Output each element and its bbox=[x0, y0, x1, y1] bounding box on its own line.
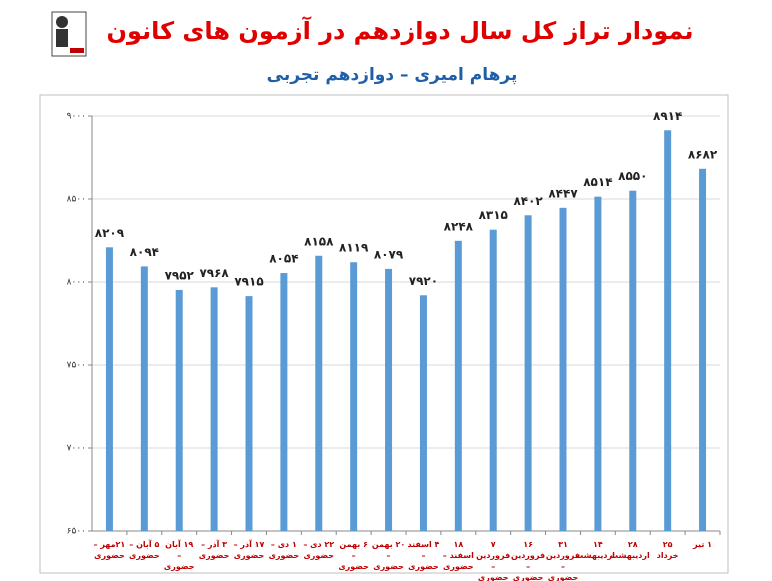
data-label: ۸۲۴۸ bbox=[444, 219, 474, 233]
x-tick-label: ۲۸ اردیبهشت bbox=[610, 540, 650, 560]
data-label: ۸۰۷۹ bbox=[374, 247, 404, 261]
data-label: ۸۶۸۲ bbox=[688, 147, 718, 161]
data-label: ۸۲۰۹ bbox=[95, 226, 125, 240]
data-label: ۸۳۱۵ bbox=[479, 208, 508, 222]
x-tick-label: ۲۰ بهمن – حضوری bbox=[371, 540, 406, 571]
bar bbox=[105, 247, 113, 531]
data-label: ۷۹۵۲ bbox=[165, 268, 195, 282]
data-label: ۸۹۱۴ bbox=[653, 109, 682, 123]
x-tick-label: ۱۷ آذر – حضوری bbox=[233, 540, 265, 560]
data-label: ۸۰۹۴ bbox=[130, 245, 159, 259]
x-tick-label: ۶ بهمن – حضوری bbox=[338, 540, 369, 571]
bar bbox=[385, 268, 393, 531]
bar bbox=[454, 240, 462, 531]
x-tick-label: ۱۴ اردیبهشت bbox=[575, 540, 615, 560]
x-tick-label: ۱ دی – حضوری bbox=[268, 540, 300, 560]
bar bbox=[524, 215, 532, 531]
chart-title: نمودار تراز کل سال دوازدهم در آزمون های … bbox=[107, 16, 694, 45]
data-label: ۸۴۴۷ bbox=[548, 186, 578, 200]
x-tick-label: ۲۱مهر – حضوری bbox=[93, 540, 126, 560]
y-tick-label: ۶۵۰۰ bbox=[67, 527, 86, 537]
bar bbox=[280, 273, 288, 531]
y-tick-label: ۸۰۰۰ bbox=[67, 278, 86, 288]
logo bbox=[51, 11, 87, 57]
y-tick-label: ۷۰۰۰ bbox=[67, 444, 86, 454]
bar bbox=[594, 196, 602, 531]
x-tick-label: ۲۵ خرداد bbox=[656, 540, 679, 560]
x-tick-label: ۱ تیر bbox=[693, 540, 712, 549]
bar bbox=[489, 229, 497, 531]
data-label: ۷۹۶۸ bbox=[199, 266, 229, 280]
data-label: ۸۵۵۰ bbox=[618, 169, 647, 183]
x-tick-label: ۴ اسفند – حضوری bbox=[407, 540, 440, 571]
bar bbox=[175, 289, 183, 531]
data-label: ۷۹۲۰ bbox=[409, 274, 438, 288]
bar bbox=[699, 168, 707, 531]
y-tick-label: ۷۵۰۰ bbox=[67, 361, 86, 371]
x-tick-label: ۳ آذر – حضوری bbox=[198, 540, 230, 560]
y-tick-label: ۸۵۰۰ bbox=[67, 195, 86, 205]
x-tick-label: ۱۶ فروردین – حضوری bbox=[511, 540, 546, 581]
bar bbox=[629, 190, 637, 531]
bar bbox=[419, 295, 427, 531]
x-tick-label: ۲۲ دی – حضوری bbox=[303, 540, 335, 560]
y-tick-label: ۹۰۰۰ bbox=[67, 112, 86, 122]
bar bbox=[140, 266, 148, 531]
chart-subtitle: پرهام امیری – دوازدهم تجربی bbox=[267, 65, 518, 85]
bar bbox=[315, 255, 323, 531]
x-tick-label: ۵ آبان – حضوری bbox=[129, 540, 160, 560]
data-label: ۸۱۵۸ bbox=[304, 234, 334, 248]
bar bbox=[245, 296, 253, 531]
bar bbox=[350, 262, 358, 531]
x-tick-label: ۱۸ اسفند – حضوری bbox=[442, 540, 474, 571]
data-label: ۸۰۵۴ bbox=[269, 252, 298, 266]
chart-frame bbox=[39, 94, 729, 574]
bar bbox=[559, 207, 567, 531]
data-label: ۸۱۱۹ bbox=[339, 241, 369, 255]
data-label: ۸۵۱۴ bbox=[583, 175, 612, 189]
x-tick-label: ۱۹ آبان – حضوری bbox=[163, 540, 195, 571]
data-label: ۸۴۰۲ bbox=[513, 194, 543, 208]
x-tick-label: ۳۱ فروردین – حضوری bbox=[545, 540, 580, 581]
x-tick-label: ۷ فروردین – حضوری bbox=[476, 540, 511, 581]
bar bbox=[210, 287, 218, 531]
data-label: ۷۹۱۵ bbox=[234, 275, 263, 289]
bar bbox=[664, 130, 672, 531]
